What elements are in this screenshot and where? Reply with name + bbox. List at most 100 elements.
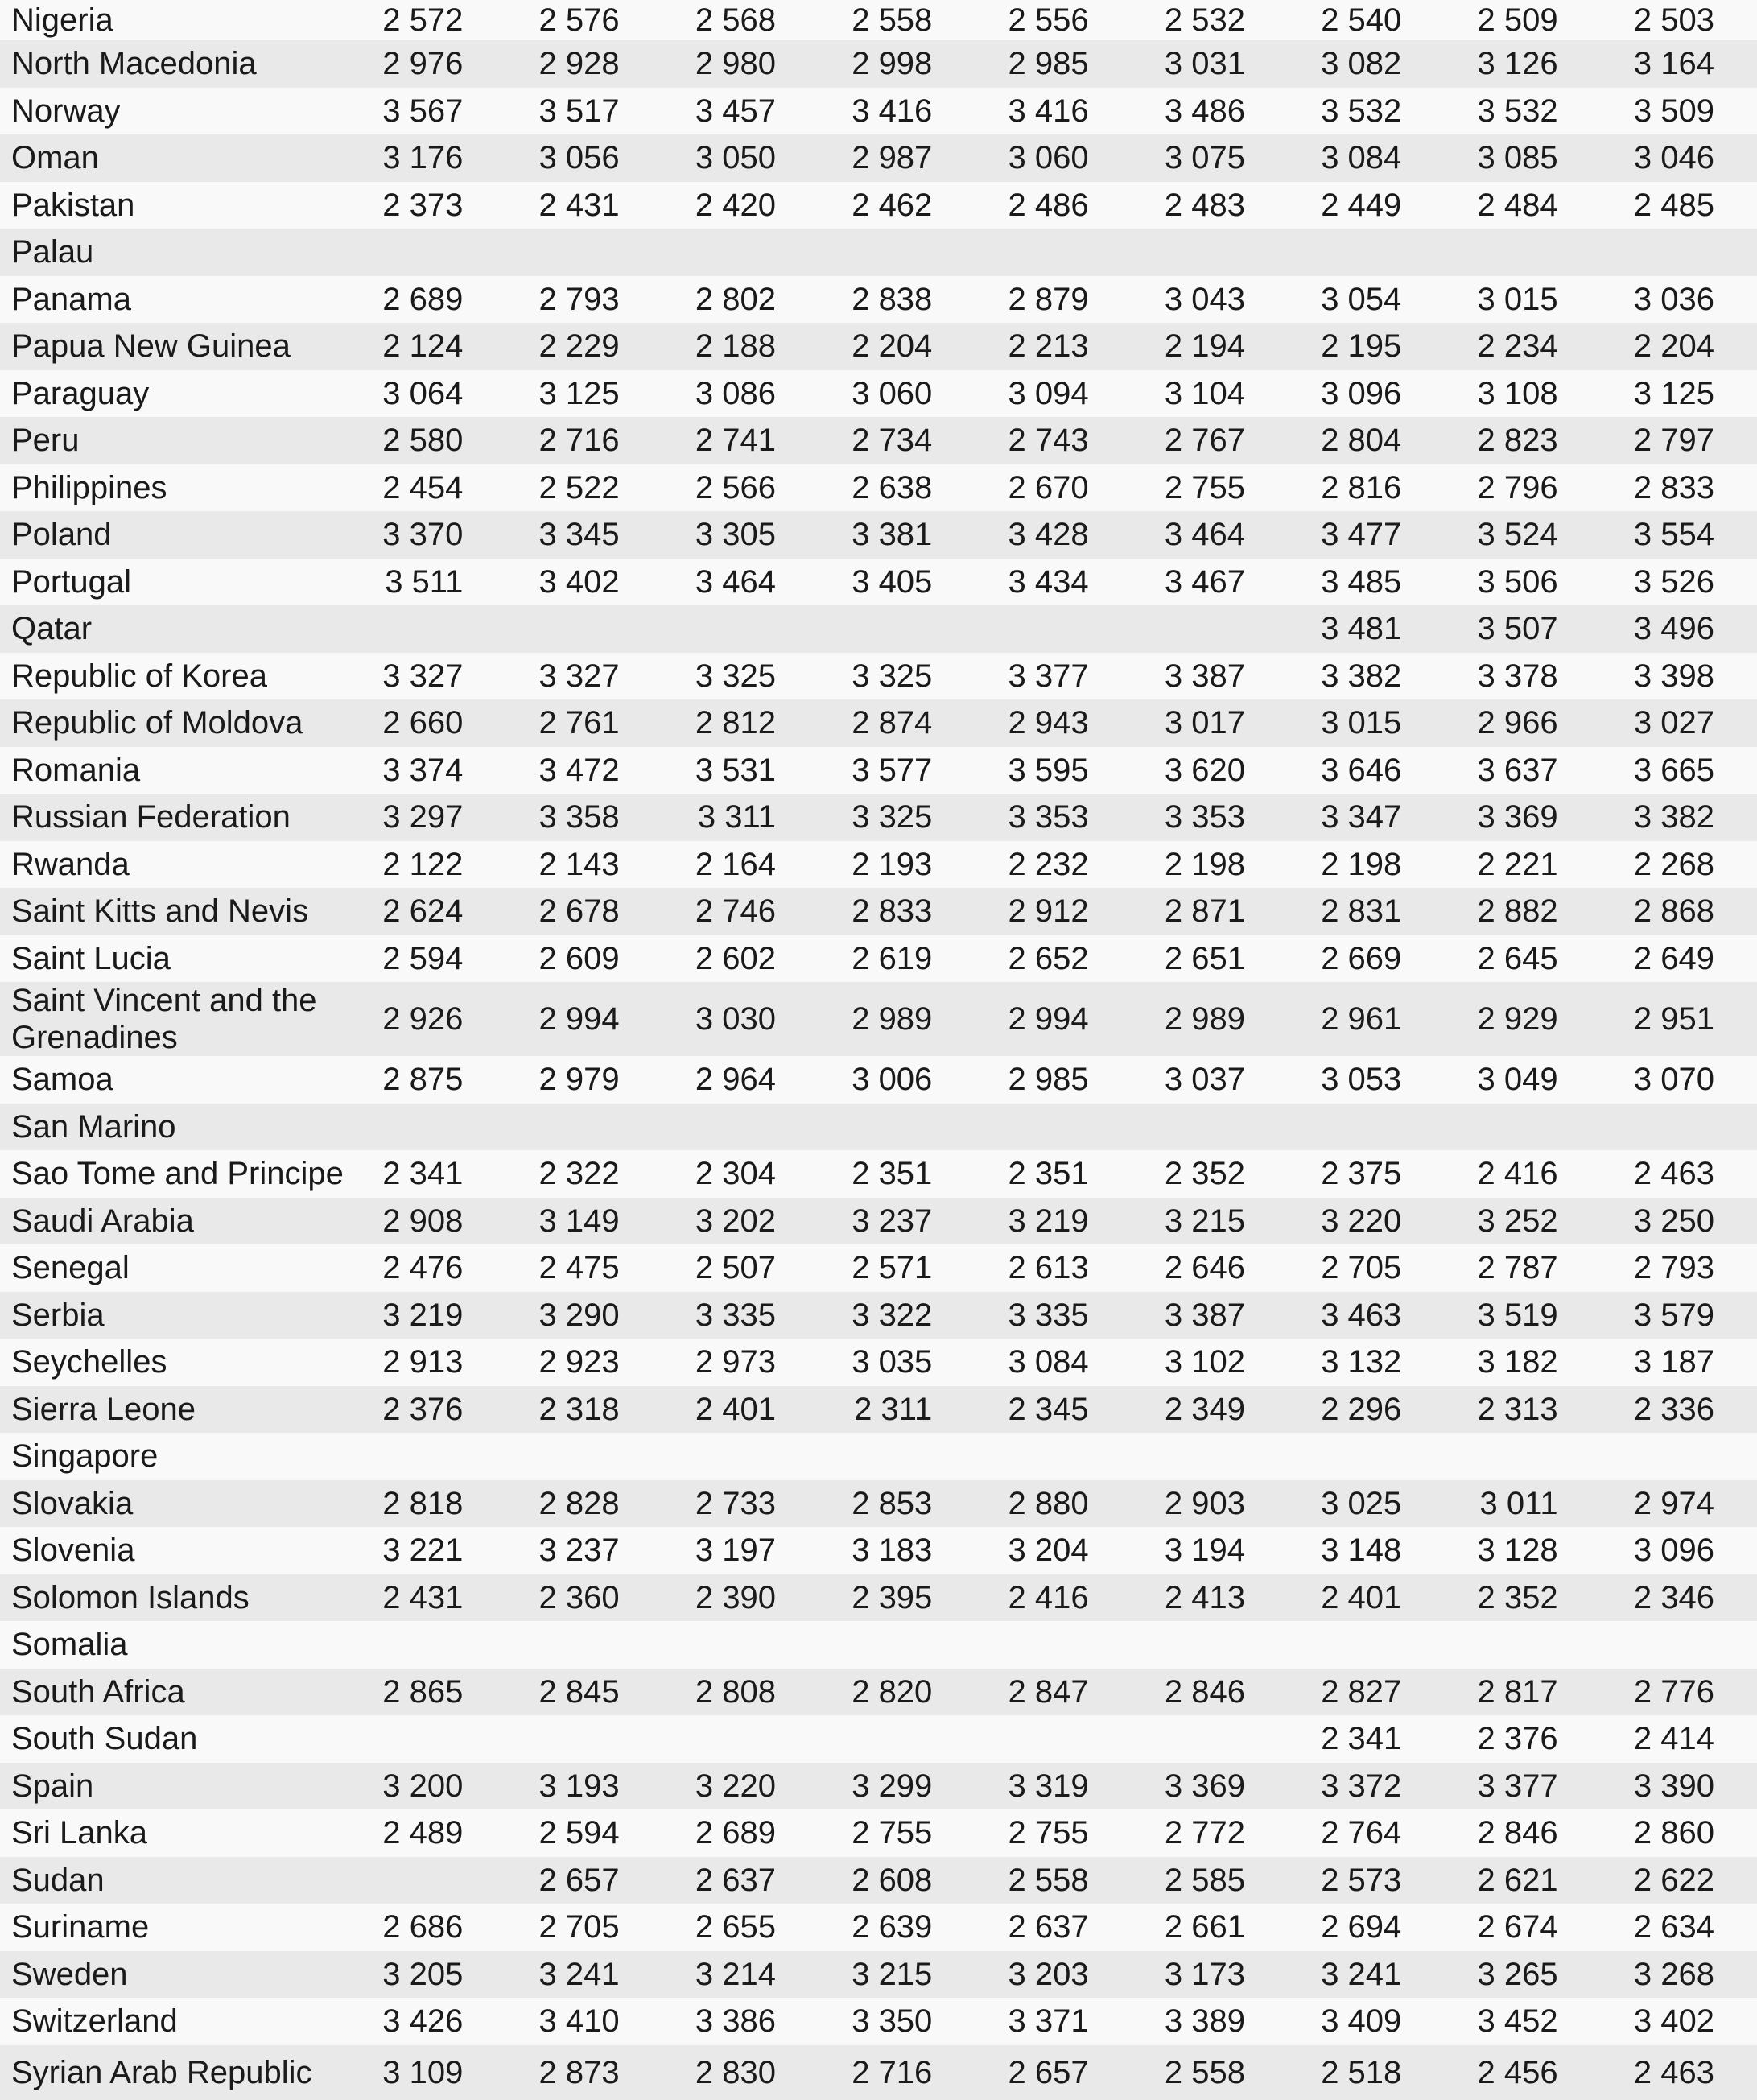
value-cell: 2 416: [1008, 1579, 1089, 1615]
value-cell: 2 454: [382, 469, 464, 505]
country-name: Solomon Islands: [11, 1579, 250, 1615]
value-cell: 3 426: [382, 2003, 464, 2040]
country-name-cell: San Marino: [0, 1108, 349, 1145]
country-name: Panama: [11, 281, 131, 317]
country-name-cell: South Sudan: [0, 1720, 349, 1757]
value-cell: 2 341: [382, 1156, 464, 1192]
country-name: North Macedonia: [11, 46, 257, 82]
value-cell: 2 376: [1477, 1721, 1558, 1757]
value-cell: 3 595: [1008, 752, 1089, 788]
country-name: Palau: [11, 234, 94, 270]
table-row: Solomon Islands 2 431 2 360 2 390 2 395 2 416…: [0, 1574, 1757, 1621]
value-cell: 2 823: [1477, 423, 1558, 459]
country-name: Nigeria: [11, 2, 113, 38]
value-cell: 2 964: [695, 1062, 776, 1098]
country-name-cell: Singapore: [0, 1438, 349, 1475]
value-cell: 3 102: [1164, 1344, 1245, 1380]
table-row: Slovenia 3 221 3 237 3 197 3 183 3 204 3 194 3 …: [0, 1527, 1757, 1574]
value-cell: 3 148: [1321, 1533, 1402, 1569]
value-cell: 3 410: [538, 2003, 620, 2040]
country-name: Singapore: [11, 1438, 159, 1475]
country-name: Saint Lucia: [11, 940, 171, 976]
value-cell: 2 776: [1633, 1673, 1714, 1710]
value-cell: 3 070: [1633, 1062, 1714, 1098]
value-cell: 3 025: [1321, 1485, 1402, 1521]
country-name-cell: Seychelles: [0, 1343, 349, 1380]
table-row: Russian Federation 3 297 3 358 3 311 3 325 3 …: [0, 794, 1757, 841]
value-cell: 3 381: [852, 517, 933, 553]
value-cell: 2 817: [1477, 1673, 1558, 1710]
country-name-cell: Saint Vincent and the Grenadines: [0, 982, 349, 1056]
value-cell: 2 808: [695, 1673, 776, 1710]
country-name-cell: Philippines: [0, 469, 349, 506]
value-cell: 2 602: [695, 940, 776, 976]
value-cell: 3 464: [695, 563, 776, 600]
table-row: Samoa 2 875 2 979 2 964 3 006 2 985 3 037 3 053…: [0, 1056, 1757, 1104]
value-cell: 3 084: [1321, 140, 1402, 176]
value-cell: 2 395: [852, 1579, 933, 1615]
value-cell: 2 871: [1164, 893, 1245, 930]
country-name: Sao Tome and Principe: [11, 1156, 344, 1192]
value-cell: 2 989: [852, 1001, 933, 1037]
country-name: Spain: [11, 1768, 94, 1804]
country-name-cell: Pakistan: [0, 187, 349, 224]
value-cell: 3 290: [538, 1297, 620, 1333]
value-cell: 2 221: [1477, 846, 1558, 882]
value-cell: 3 531: [695, 752, 776, 788]
value-cell: 2 657: [538, 1862, 620, 1898]
value-cell: 3 358: [538, 799, 620, 835]
country-name: San Marino: [11, 1108, 176, 1145]
value-cell: 3 183: [852, 1533, 933, 1569]
value-cell: 2 670: [1008, 469, 1089, 505]
value-cell: 2 318: [538, 1391, 620, 1427]
value-cell: 2 743: [1008, 423, 1089, 459]
value-cell: 2 414: [1633, 1721, 1714, 1757]
country-name-cell: Panama: [0, 281, 349, 318]
value-cell: 3 526: [1633, 563, 1714, 600]
value-cell: 3 082: [1321, 46, 1402, 82]
value-cell: 2 649: [1633, 940, 1714, 976]
value-cell: 2 865: [382, 1673, 464, 1710]
value-cell: 3 387: [1164, 658, 1245, 694]
table-row: Norway 3 567 3 517 3 457 3 416 3 416 3 486 3 53…: [0, 87, 1757, 134]
table-row: Saudi Arabia 2 908 3 149 3 202 3 237 3 219 3 2…: [0, 1197, 1757, 1244]
value-cell: 2 420: [695, 187, 776, 223]
value-cell: 2 985: [1008, 46, 1089, 82]
value-cell: 2 341: [1321, 1721, 1402, 1757]
country-name-cell: North Macedonia: [0, 45, 349, 82]
value-cell: 2 661: [1164, 1909, 1245, 1945]
value-cell: 2 413: [1164, 1579, 1245, 1615]
value-cell: 3 030: [695, 1001, 776, 1037]
table-row: Saint Vincent and the Grenadines 2 926 2 9…: [0, 982, 1757, 1056]
table-row: Philippines 2 454 2 522 2 566 2 638 2 670 2 75…: [0, 464, 1757, 511]
value-cell: 2 193: [852, 846, 933, 882]
value-cell: 2 903: [1164, 1485, 1245, 1521]
value-cell: 3 402: [1633, 2003, 1714, 2040]
value-cell: 2 346: [1633, 1579, 1714, 1615]
country-name: Syrian Arab Republic: [11, 2054, 312, 2090]
table-row: Qatar 3 481 3 507 3 496: [0, 605, 1757, 653]
value-cell: 3 015: [1321, 705, 1402, 741]
value-cell: 3 472: [538, 752, 620, 788]
value-cell: 2 619: [852, 940, 933, 976]
value-cell: 2 928: [538, 46, 620, 82]
value-cell: 3 646: [1321, 752, 1402, 788]
value-cell: 2 463: [1633, 1156, 1714, 1192]
value-cell: 2 540: [1321, 2, 1402, 38]
value-cell: 2 198: [1321, 846, 1402, 882]
value-cell: 2 875: [382, 1062, 464, 1098]
value-cell: 3 027: [1633, 705, 1714, 741]
value-cell: 3 577: [852, 752, 933, 788]
value-cell: 3 353: [1164, 799, 1245, 835]
country-name-cell: Solomon Islands: [0, 1579, 349, 1616]
value-cell: 3 509: [1633, 93, 1714, 129]
value-cell: 2 232: [1008, 846, 1089, 882]
value-cell: 3 369: [1477, 799, 1558, 835]
value-cell: 2 830: [695, 2054, 776, 2090]
table-row: San Marino: [0, 1103, 1757, 1150]
value-cell: 2 195: [1321, 328, 1402, 365]
country-name-cell: Saint Lucia: [0, 940, 349, 977]
value-cell: 3 477: [1321, 517, 1402, 553]
value-cell: 3 237: [852, 1203, 933, 1239]
value-cell: 2 572: [382, 2, 464, 38]
